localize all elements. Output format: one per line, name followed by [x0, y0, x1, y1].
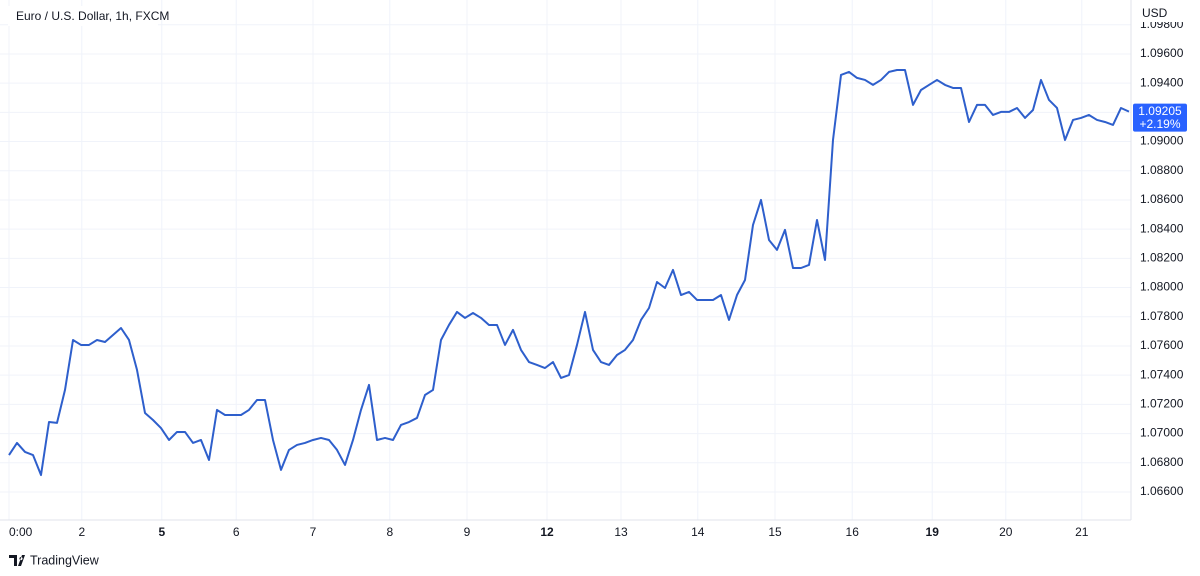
y-tick-label: 1.06600 [1140, 484, 1184, 498]
plot-area [8, 69, 1130, 477]
change-percent: +2.19% [1139, 117, 1180, 131]
x-tick-label: 21 [1075, 525, 1089, 539]
y-tick-label: 1.07800 [1140, 309, 1184, 323]
x-tick-label: 14 [691, 525, 705, 539]
y-tick-label: 1.08200 [1140, 251, 1184, 265]
x-tick-label: 20 [999, 525, 1013, 539]
chart-title: Euro / U.S. Dollar, 1h, FXCM [16, 9, 169, 23]
title-bg [8, 6, 158, 26]
grid [0, 0, 1131, 520]
y-tick-label: 1.08800 [1140, 163, 1184, 177]
last-price-badge: 1.09205 +2.19% [1133, 103, 1187, 132]
x-tick-label: 6 [233, 525, 240, 539]
y-tick-label: 1.09600 [1140, 46, 1184, 60]
brand-logo: TradingView [9, 553, 100, 567]
x-tick-label: 7 [310, 525, 317, 539]
y-tick-label: 1.08600 [1140, 192, 1184, 206]
price-axis: 1.06600 1.06800 1.07000 1.07200 1.07400 1.076… [1140, 17, 1184, 498]
x-tick-label: 9 [464, 525, 471, 539]
y-tick-label: 1.06800 [1140, 455, 1184, 469]
x-tick-label: 0:00 [9, 525, 33, 539]
currency-label: USD [1142, 6, 1168, 20]
logo-icon [9, 555, 25, 566]
last-price: 1.09205 [1138, 104, 1182, 118]
y-tick-label: 1.07600 [1140, 338, 1184, 352]
y-tick-label: 1.09400 [1140, 75, 1184, 89]
y-tick-label: 1.08000 [1140, 280, 1184, 294]
badge-bg [1133, 103, 1187, 132]
x-tick-label: 19 [926, 525, 940, 539]
y-tick-label: 1.07000 [1140, 426, 1184, 440]
x-tick-label: 2 [78, 525, 85, 539]
brand-name: TradingView [30, 553, 100, 567]
x-tick-label: 12 [540, 525, 554, 539]
x-tick-label: 15 [768, 525, 782, 539]
y-tick-label: 1.07400 [1140, 367, 1184, 381]
price-line [8, 69, 1130, 477]
x-tick-label: 5 [158, 525, 165, 539]
y-tick-label: 1.09800 [1140, 17, 1184, 31]
y-tick-label: 1.08400 [1140, 221, 1184, 235]
x-tick-label: 13 [614, 525, 628, 539]
x-tick-label: 8 [386, 525, 393, 539]
x-tick-label: 16 [846, 525, 860, 539]
y-tick-label: 1.07200 [1140, 397, 1184, 411]
y-tick-label: 1.09000 [1140, 134, 1184, 148]
